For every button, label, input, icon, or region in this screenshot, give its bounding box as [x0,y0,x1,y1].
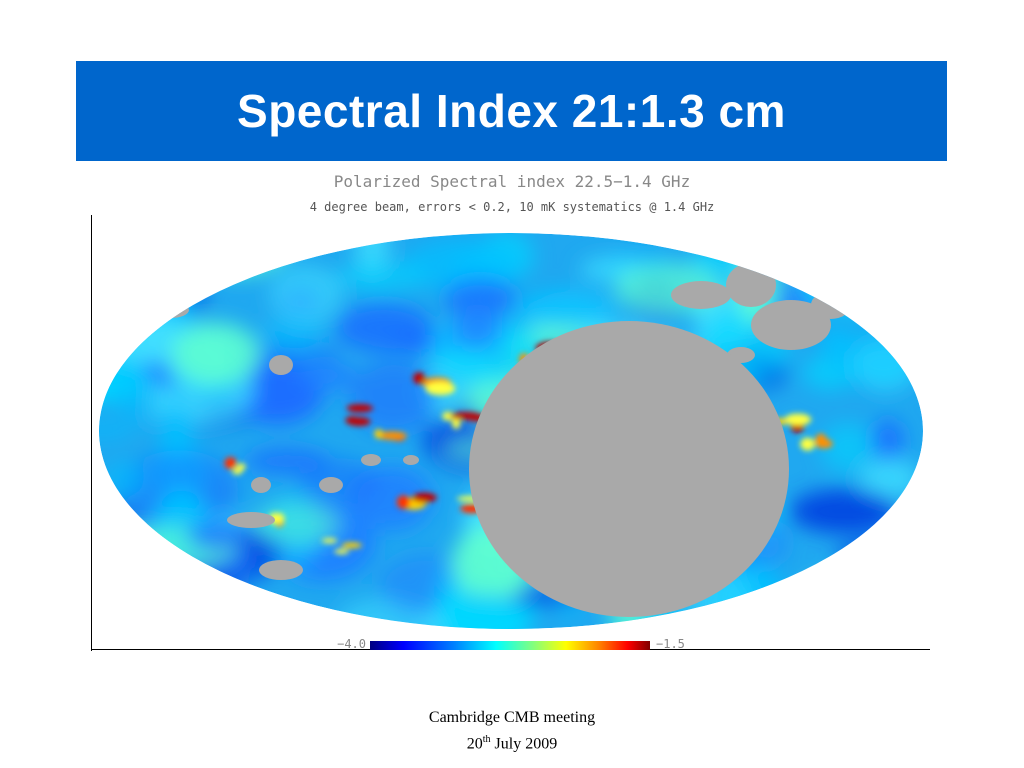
sky-texture-blob [443,278,518,317]
masked-region-small [251,477,271,493]
sky-texture-blob [120,450,239,530]
sky-hotspot [451,416,461,430]
sky-texture-blob [850,233,910,256]
sky-texture-blob [184,525,247,547]
sky-texture-blob [133,282,208,318]
slide-title: Spectral Index 21:1.3 cm [237,85,786,137]
sky-texture-blob [269,264,343,325]
figure-subtitle: 4 degree beam, errors < 0.2, 10 mK syste… [309,200,715,214]
sky-hotspot [413,372,426,385]
sky-texture-blob [789,488,898,534]
sky-texture-blob [159,564,209,605]
sky-hotspot [341,542,362,549]
colorbar-min-label: −4.0 [337,637,366,651]
masked-region-small [751,300,831,350]
colorbar [370,641,650,650]
figure-title: Polarized Spectral index 22.5−1.4 GHz [333,172,691,191]
sky-hotspot [321,538,338,543]
sky-texture-blob [824,326,923,387]
sky-hotspot [346,404,374,413]
sky-hotspot [425,381,456,396]
footer: Cambridge CMB meeting 20th July 2009 [0,707,1024,755]
sky-hotspot [800,437,815,451]
masked-region-small [227,512,275,528]
sky-texture-blob [128,233,208,279]
footer-month-year: July 2009 [490,735,558,753]
sky-texture-blob [185,233,292,276]
sky-texture-blob [859,458,920,499]
sky-texture-blob [452,304,503,350]
sky-texture-blob [333,261,426,293]
footer-day: 20 [466,735,483,753]
sky-texture-blob [261,315,326,352]
sky-hotspot [784,413,812,426]
sky-texture-blob [99,281,150,359]
sky-texture-blob [871,419,905,463]
footer-line-1: Cambridge CMB meeting [428,709,596,726]
sky-texture-blob [130,568,240,629]
plot-axis-left [91,215,92,651]
masked-region-small [269,355,293,375]
sky-hotspot [815,433,827,447]
sky-hotspot [275,513,285,524]
sky-texture-blob [403,238,521,292]
sky-texture-blob [172,322,260,386]
masked-region-small [671,281,731,309]
colorbar-max-label: −1.5 [656,637,685,651]
sky-hotspot [374,429,383,439]
sky-texture-blob [154,569,245,620]
sky-hotspot [396,495,411,509]
masked-region-main [469,321,789,617]
sky-texture-blob [145,243,193,282]
mollweide-sky-map [99,233,923,629]
sky-hotspot [442,411,454,421]
sky-hotspot [224,457,237,470]
sky-texture-blob [869,577,921,608]
sky-hotspot [237,463,246,471]
sky-texture-blob [846,256,923,281]
masked-region-small [726,263,776,307]
sky-texture-blob [433,594,523,619]
sky-texture-blob [99,268,145,349]
sky-hotspot [345,416,360,425]
sky-texture-blob [99,518,149,581]
masked-region-small [403,455,419,465]
masked-region-small [319,477,343,493]
sky-hotspot [412,492,437,503]
sky-texture-blob [820,423,874,472]
sky-hotspot [334,549,350,555]
sky-texture-blob [512,289,619,328]
footer-day-suffix: th [482,734,491,745]
sky-texture-blob [123,564,207,609]
masked-region-small [153,302,189,318]
sky-hotspot [377,431,407,440]
sky-texture-blob [102,460,146,497]
masked-region-small [361,454,381,466]
footer-line-2: 20th July 2009 [0,729,1024,755]
sky-texture-blob [806,260,873,294]
masked-region-small [259,560,303,580]
masked-region-small [811,291,851,319]
sky-texture-blob [162,233,260,277]
sky-texture-blob [140,569,193,629]
sky-texture-blob [99,505,144,570]
sky-texture-blob [298,361,357,391]
title-bar: Spectral Index 21:1.3 cm [76,61,947,161]
sky-texture-blob [879,295,921,317]
sky-texture-blob [99,419,137,440]
